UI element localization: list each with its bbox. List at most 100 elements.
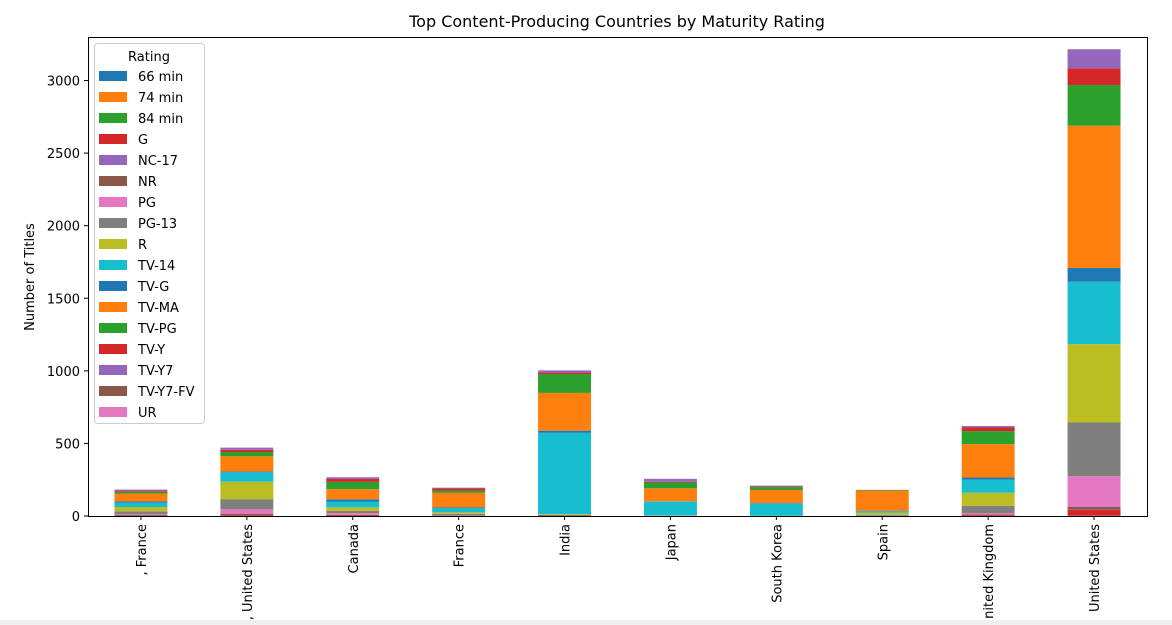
legend-swatch-66-min xyxy=(99,71,127,81)
bar-segment-france-tv-ma xyxy=(114,493,168,502)
bar-segment-united-kingdom-tv-y7 xyxy=(961,426,1015,428)
bar-segment-united-states-tv-g xyxy=(220,471,274,473)
bar-segment-canada-r xyxy=(326,507,380,511)
bar-segment-united-states-tv-14 xyxy=(1067,281,1121,345)
bar-segment-united-states-r xyxy=(1067,344,1121,423)
bar-segment-japan-tv-ma xyxy=(643,488,697,502)
bar-segment-india-r xyxy=(538,514,592,515)
bar-segment-united-kingdom-tv-pg xyxy=(961,431,1015,445)
legend-label-nr: NR xyxy=(138,175,157,190)
bar-segment-united-kingdom-pg xyxy=(961,513,1015,515)
bar-segment-france-tv-g xyxy=(432,507,486,509)
bar-segment-spain-tv-ma xyxy=(855,490,909,511)
legend-swatch-nr xyxy=(99,176,127,186)
bar-segment-canada-pg xyxy=(326,513,380,515)
bar-segment-spain-pg-13 xyxy=(855,514,909,516)
bar-segment-united-kingdom-tv-g xyxy=(961,477,1015,480)
bar-segment-japan-tv-pg xyxy=(643,482,697,489)
x-tick-label: India xyxy=(559,524,574,556)
bar-segment-south-korea-tv-y xyxy=(749,486,803,488)
legend-swatch-tv-pg xyxy=(99,323,127,333)
bar-segment-france-tv-g xyxy=(114,501,168,503)
y-tick-label: 1500 xyxy=(47,292,80,307)
legend-items: 66 min 74 min 84 min G NC-17 NR PG PG-13 R TV-14 T… xyxy=(99,70,195,421)
bar-segment-france-nr xyxy=(114,514,168,516)
bar-segment-canada-tv-y7 xyxy=(326,477,380,479)
bar-segment-south-korea-tv-ma xyxy=(749,490,803,504)
bar-segment-united-states-pg-13 xyxy=(1067,422,1121,477)
x-tick-label: United Kingdom xyxy=(982,524,997,625)
x-tick-label: France xyxy=(453,524,468,567)
legend-swatch-74-min xyxy=(99,92,127,102)
bar-segment-spain-tv-14 xyxy=(855,511,909,513)
bar-segment-japan-tv-y xyxy=(643,481,697,483)
bar-segment-united-states-nr xyxy=(220,513,274,516)
legend-label-tv-14: TV-14 xyxy=(137,259,175,274)
legend-swatch-tv-y7 xyxy=(99,365,127,375)
chart-title: Top Content-Producing Countries by Matur… xyxy=(408,12,825,31)
y-tick-label: 3000 xyxy=(47,75,80,90)
legend-swatch-tv-y7-fv xyxy=(99,386,127,396)
legend-swatch-tv-14 xyxy=(99,260,127,270)
bar-segment-canada-tv-y xyxy=(326,478,380,482)
bar-segment-united-kingdom-r xyxy=(961,492,1015,506)
bar-segment-france-r xyxy=(432,512,486,514)
x-tick-label: Spain xyxy=(876,524,891,560)
bar-segment-united-kingdom-tv-ma xyxy=(961,444,1015,478)
x-tick-label: Canada xyxy=(347,524,362,573)
y-tick-label: 500 xyxy=(55,437,80,452)
window-bottom-edge xyxy=(0,620,1172,625)
bar-segment-france-tv-y7 xyxy=(114,489,168,492)
bar-segment-france-tv-pg xyxy=(432,490,486,493)
bar-segment-canada-pg-13 xyxy=(326,510,380,514)
bar-segment-france-tv-14 xyxy=(114,502,168,507)
bar-segment-united-states-g xyxy=(220,515,274,516)
bar-segment-united-states-tv-y7 xyxy=(220,447,274,450)
y-tick-label: 2500 xyxy=(47,147,80,162)
bar-segment-france-r xyxy=(114,507,168,512)
bar-segment-united-states-nr xyxy=(1067,506,1121,510)
bar-segment-united-kingdom-tv-14 xyxy=(961,479,1015,493)
bar-segment-france-pg xyxy=(114,514,168,515)
bar-segment-united-states-tv-14 xyxy=(220,472,274,482)
bar-segment-united-states-tv-y xyxy=(1067,68,1121,86)
bar-segment-india-tv-pg xyxy=(538,374,592,393)
bar-segment-france-tv-14 xyxy=(432,508,486,513)
y-axis-ticks: 0 500 1000 1500 2000 2500 3000 xyxy=(47,75,88,525)
bar-segment-united-kingdom-tv-y xyxy=(961,427,1015,432)
legend-swatch-ur xyxy=(99,407,127,417)
bar-segment-spain-tv-pg xyxy=(855,489,909,491)
bar-segment-united-states-g xyxy=(1067,509,1121,516)
bar-segments xyxy=(114,49,1121,516)
legend-label-pg-13: PG-13 xyxy=(138,217,177,232)
bar-segment-india-tv-ma xyxy=(538,392,592,431)
legend-label-pg: PG xyxy=(138,196,156,211)
x-tick-label: United States xyxy=(1088,524,1103,612)
bar-segment-france-tv-y xyxy=(114,491,168,492)
bar-segment-united-states-pg-13 xyxy=(220,499,274,510)
bar-segment-india-tv-y xyxy=(538,372,592,375)
legend-swatch-tv-g xyxy=(99,281,127,291)
bar-segment-canada-nr xyxy=(326,514,380,516)
legend-swatch-r xyxy=(99,239,127,249)
bar-segment-south-korea-tv-pg xyxy=(749,487,803,491)
bar-segment-united-states-tv-ma xyxy=(220,456,274,472)
bar-segment-canada-tv-pg xyxy=(326,481,380,490)
plot-area-frame xyxy=(88,37,1148,517)
legend-label-nc-17: NC-17 xyxy=(138,154,178,169)
bar-segment-india-nr xyxy=(538,515,592,516)
bar-segment-united-kingdom-g xyxy=(961,515,1015,516)
bar-segment-united-kingdom-pg-13 xyxy=(961,505,1015,514)
bar-segment-france-tv-pg xyxy=(114,491,168,494)
x-axis-ticks: , France , United States Canada France India… xyxy=(135,516,1103,625)
bar-segment-canada-tv-ma xyxy=(326,489,380,500)
legend-swatch-tv-y xyxy=(99,344,127,354)
bar-segment-india-tv-g xyxy=(538,430,592,433)
bar-segment-united-states-tv-y7 xyxy=(1067,49,1121,69)
y-axis-label: Number of Titles xyxy=(23,223,38,331)
legend-label-tv-y: TV-Y xyxy=(137,343,165,358)
x-tick-label: , United States xyxy=(241,524,256,621)
bar-segment-united-states-tv-g xyxy=(1067,267,1121,282)
bar-segment-united-states-tv-pg xyxy=(1067,85,1121,126)
